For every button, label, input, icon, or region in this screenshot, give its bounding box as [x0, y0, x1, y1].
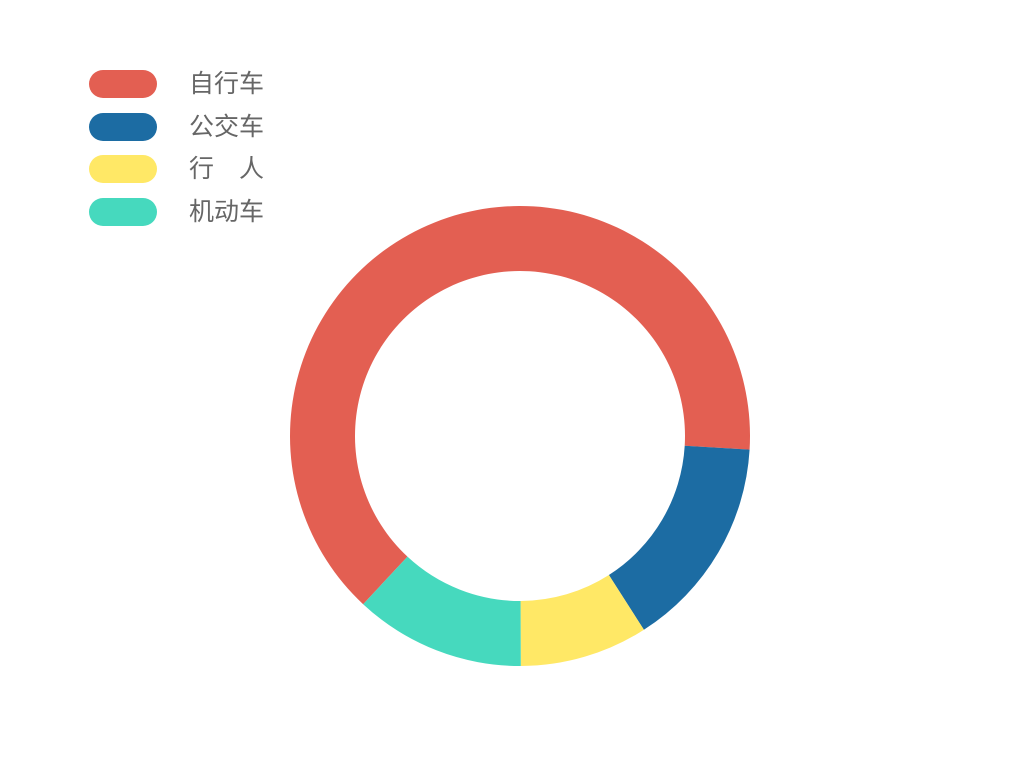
- chart-legend: 自行车 公交车 行 人 机动车: [89, 70, 264, 240]
- legend-label-pedestrian: 行 人: [189, 154, 265, 183]
- legend-label-bicycle: 自行车: [189, 69, 265, 98]
- legend-label-motor-vehicle: 机动车: [189, 196, 265, 226]
- legend-item-bus[interactable]: 公交车: [89, 111, 265, 141]
- donut-slice-bus[interactable]: [608, 445, 750, 630]
- legend-swatch-pedestrian: [89, 155, 157, 183]
- legend-label-bus: 公交车: [189, 111, 265, 141]
- legend-swatch-bicycle: [89, 70, 157, 98]
- donut-slice-bicycle[interactable]: [289, 205, 750, 605]
- donut-slice-motor-vehicle[interactable]: [363, 556, 521, 666]
- legend-swatch-motor-vehicle: [89, 197, 157, 226]
- legend-item-pedestrian[interactable]: 行 人: [89, 155, 264, 183]
- legend-item-motor-vehicle[interactable]: 机动车: [89, 196, 265, 226]
- donut-slice-pedestrian[interactable]: [520, 575, 644, 666]
- legend-swatch-bus: [89, 112, 157, 141]
- legend-item-bicycle[interactable]: 自行车: [89, 70, 264, 98]
